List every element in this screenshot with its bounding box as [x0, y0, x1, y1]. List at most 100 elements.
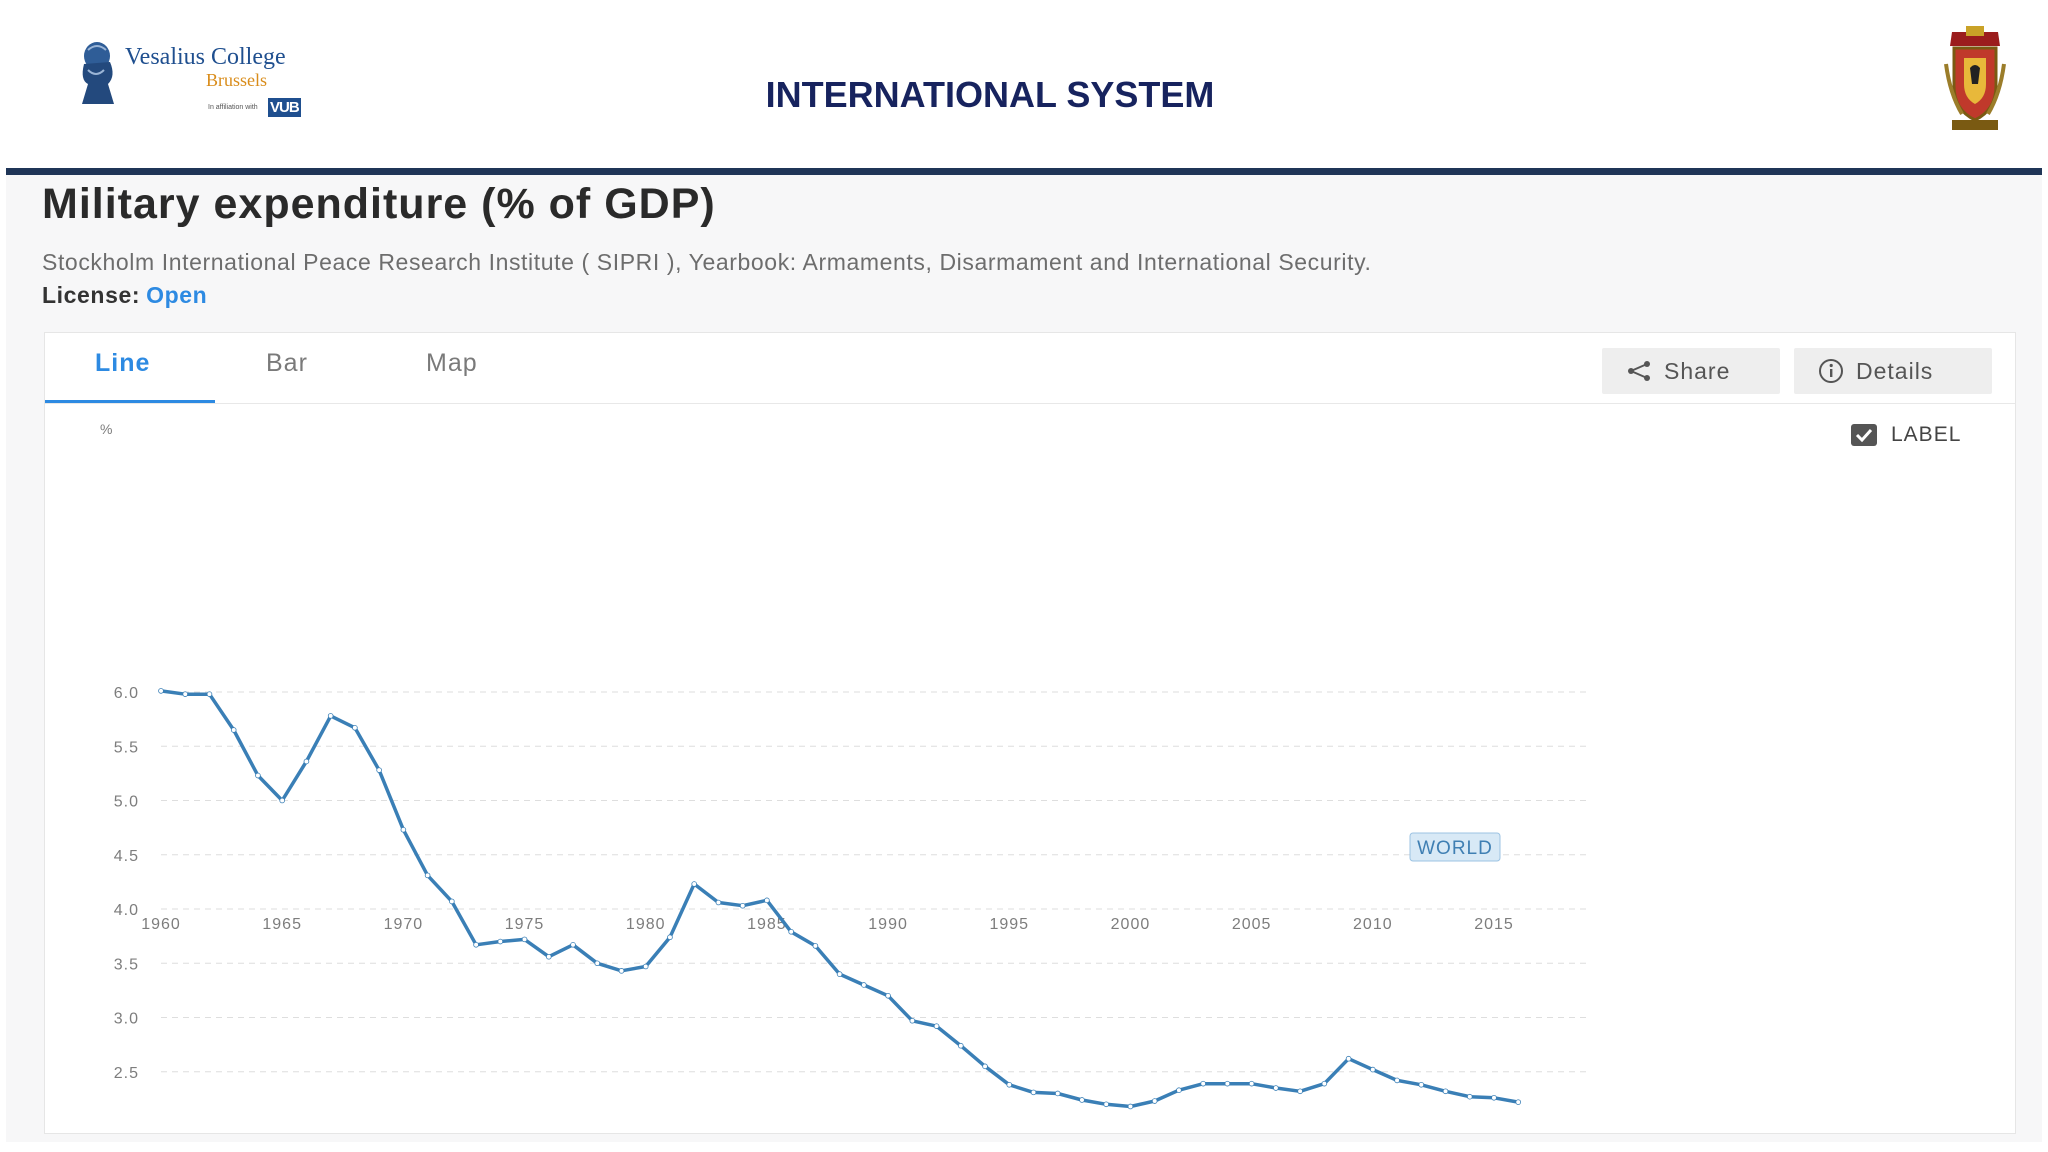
info-icon	[1819, 359, 1843, 383]
license-label: License:	[42, 282, 141, 308]
line-chart: % 2.5 3.0 3.5 4.0 4.5 5.0 5.5 6.0 1960 1965 1970 197…	[100, 421, 1588, 1110]
logo-affiliation: In affiliation with	[208, 104, 258, 111]
vub-badge: VUB	[268, 98, 301, 117]
indicator-source[interactable]: Stockholm International Peace Research I…	[42, 249, 1372, 275]
data-point	[1127, 1103, 1134, 1110]
data-point	[1491, 1094, 1497, 1101]
data-point	[885, 992, 891, 999]
data-point	[1515, 1099, 1522, 1105]
details-label: Details	[1856, 357, 1934, 384]
data-point	[909, 1017, 916, 1024]
x-tick-label: 1975	[505, 916, 545, 933]
data-point	[1030, 1089, 1037, 1096]
data-point	[352, 725, 358, 731]
y-tick-label: 3.5	[114, 956, 139, 973]
label-toggle-text: LABEL	[1891, 423, 1962, 446]
vesalius-bust-icon	[82, 42, 114, 104]
x-tick-label: 1970	[384, 916, 424, 933]
x-tick-label: 1985	[747, 916, 787, 933]
slide-title: INTERNATIONAL SYSTEM	[765, 74, 1215, 115]
vesalius-college-logo: Vesalius College Brussels In affiliation…	[70, 36, 310, 132]
x-tick-label: 1990	[868, 916, 908, 933]
data-point	[957, 1042, 964, 1049]
data-point	[545, 953, 552, 960]
data-point	[618, 968, 625, 974]
data-point	[667, 934, 673, 941]
data-point	[255, 772, 261, 779]
active-tab-indicator	[45, 400, 215, 403]
checkmark-icon	[1855, 428, 1873, 442]
x-tick-label: 1980	[626, 916, 666, 933]
data-point	[836, 971, 843, 977]
y-tick-label: 4.0	[114, 902, 139, 919]
logo-college-name: Vesalius College	[125, 44, 286, 70]
x-tick-label: 1965	[262, 916, 302, 933]
data-point	[1442, 1088, 1449, 1095]
label-toggle[interactable]: LABEL	[1851, 423, 1961, 447]
header-rule	[6, 168, 2042, 175]
x-tick-label: 2000	[1111, 916, 1151, 933]
data-point	[400, 826, 407, 833]
data-point	[812, 943, 819, 949]
data-point	[521, 936, 528, 943]
data-point	[570, 942, 576, 948]
data-point	[1054, 1090, 1061, 1097]
tab-map[interactable]: Map	[426, 349, 478, 377]
data-point	[1079, 1097, 1085, 1103]
data-point	[1321, 1080, 1328, 1087]
data-point	[1273, 1085, 1279, 1091]
data-point	[279, 797, 285, 804]
tab-line[interactable]: Line	[95, 349, 151, 377]
share-label: Share	[1664, 357, 1731, 384]
data-point	[1466, 1093, 1473, 1100]
series-line	[160, 689, 1519, 1109]
data-point	[1151, 1098, 1158, 1104]
data-point	[642, 963, 649, 970]
data-point	[1297, 1088, 1303, 1095]
data-point	[739, 902, 746, 909]
data-point	[1394, 1077, 1400, 1084]
data-point	[933, 1023, 940, 1029]
data-point	[1200, 1080, 1206, 1087]
data-point	[376, 767, 382, 773]
data-point	[327, 713, 334, 719]
y-tick-label: 5.5	[114, 739, 139, 756]
share-button[interactable]: Share	[1602, 348, 1780, 394]
data-point	[182, 691, 189, 697]
y-tick-label: 5.0	[114, 794, 139, 811]
x-tick-label: 2005	[1232, 916, 1272, 933]
chart-card: Line Bar Map Share	[44, 332, 2016, 1134]
data-point	[230, 727, 237, 733]
data-point	[497, 938, 504, 945]
indicator-title: Military expenditure (% of GDP)	[42, 180, 716, 228]
data-point	[424, 872, 431, 879]
data-point	[206, 691, 213, 697]
license-link[interactable]: Open	[146, 282, 208, 308]
license-line: License: Open	[42, 282, 207, 309]
data-point	[1248, 1080, 1255, 1087]
slide-header: Vesalius College Brussels In affiliation…	[0, 0, 2048, 172]
data-point	[1006, 1081, 1013, 1088]
data-point	[303, 758, 310, 765]
x-tick-label: 1960	[141, 916, 181, 933]
tab-bar[interactable]: Bar	[266, 349, 308, 377]
share-icon	[1628, 361, 1650, 381]
series-label-box	[1409, 832, 1501, 862]
data-point	[1370, 1066, 1376, 1073]
chart-tabs: Line Bar Map Share	[45, 333, 2015, 404]
y-tick-label: 4.5	[114, 848, 139, 865]
data-point	[1345, 1055, 1352, 1062]
x-tick-label: 1995	[989, 916, 1029, 933]
data-point	[1103, 1101, 1110, 1108]
y-tick-label: 6.0	[114, 685, 139, 702]
data-point	[691, 881, 697, 887]
y-unit-label: %	[100, 421, 112, 437]
data-point	[715, 899, 722, 906]
logo-city: Brussels	[206, 70, 268, 90]
data-point	[861, 982, 867, 988]
label-checkbox[interactable]	[1851, 424, 1877, 446]
data-point	[594, 960, 601, 967]
data-point	[449, 898, 455, 905]
details-button[interactable]: Details	[1794, 348, 1992, 394]
indicator-page: Military expenditure (% of GDP) Stockhol…	[6, 175, 2042, 1142]
